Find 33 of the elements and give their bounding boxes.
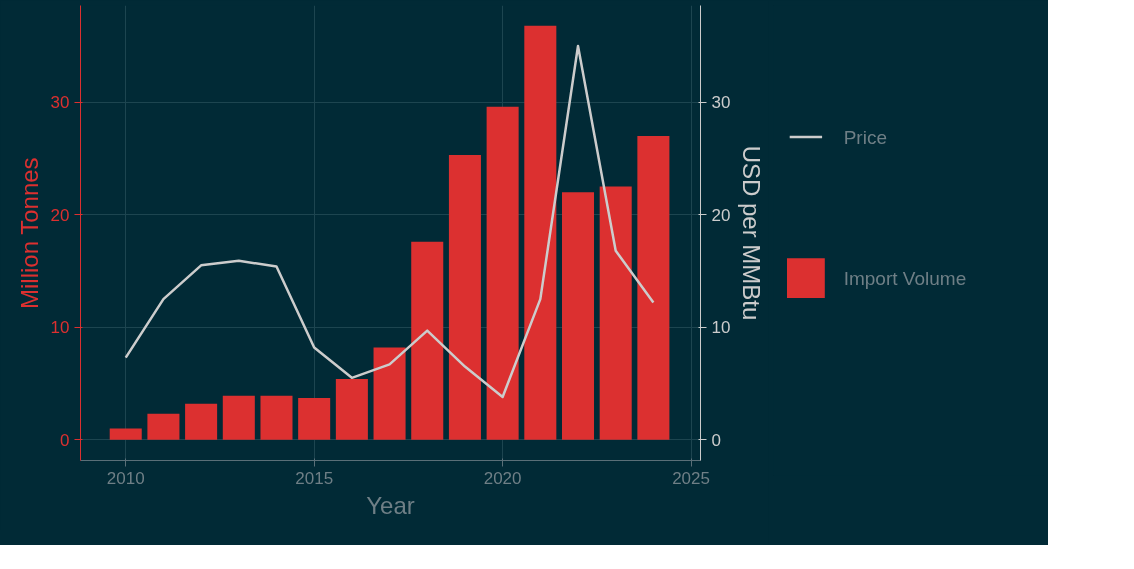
bar [561,192,595,440]
bar [298,398,331,440]
line-series [124,44,655,399]
bar [411,241,444,440]
bar [185,403,218,440]
y-tick-label: 30 [50,93,70,113]
x-tick-label: 2015 [295,468,334,488]
legend-label: Import Volume [843,267,967,289]
bar [486,106,519,440]
bar [637,135,670,440]
y2-axis-title: USD per MMBtu [738,145,766,321]
y-tick-label: 0 [60,430,70,450]
bar [599,186,632,440]
bar [335,378,368,440]
bar [109,428,142,440]
y-tick-label: 20 [50,205,70,225]
x-tick-label: 2020 [483,468,522,488]
bar [222,395,255,440]
y-axis-title: Million Tonnes [15,157,43,310]
x-tick-label: 2010 [106,468,145,488]
y2-tick-label: 20 [711,205,731,225]
legend-label: Price [843,126,887,148]
x-axis-title: Year [366,491,415,519]
x-tick-label: 2025 [672,468,710,488]
bar [373,347,406,440]
y2-tick-label: 0 [711,430,721,450]
bar [448,155,481,440]
bar [260,395,293,440]
y2-tick-label: 10 [711,318,731,338]
y-tick-label: 10 [50,318,70,338]
y2-tick-label: 30 [711,93,731,113]
bar [147,413,180,440]
bar [524,25,557,440]
